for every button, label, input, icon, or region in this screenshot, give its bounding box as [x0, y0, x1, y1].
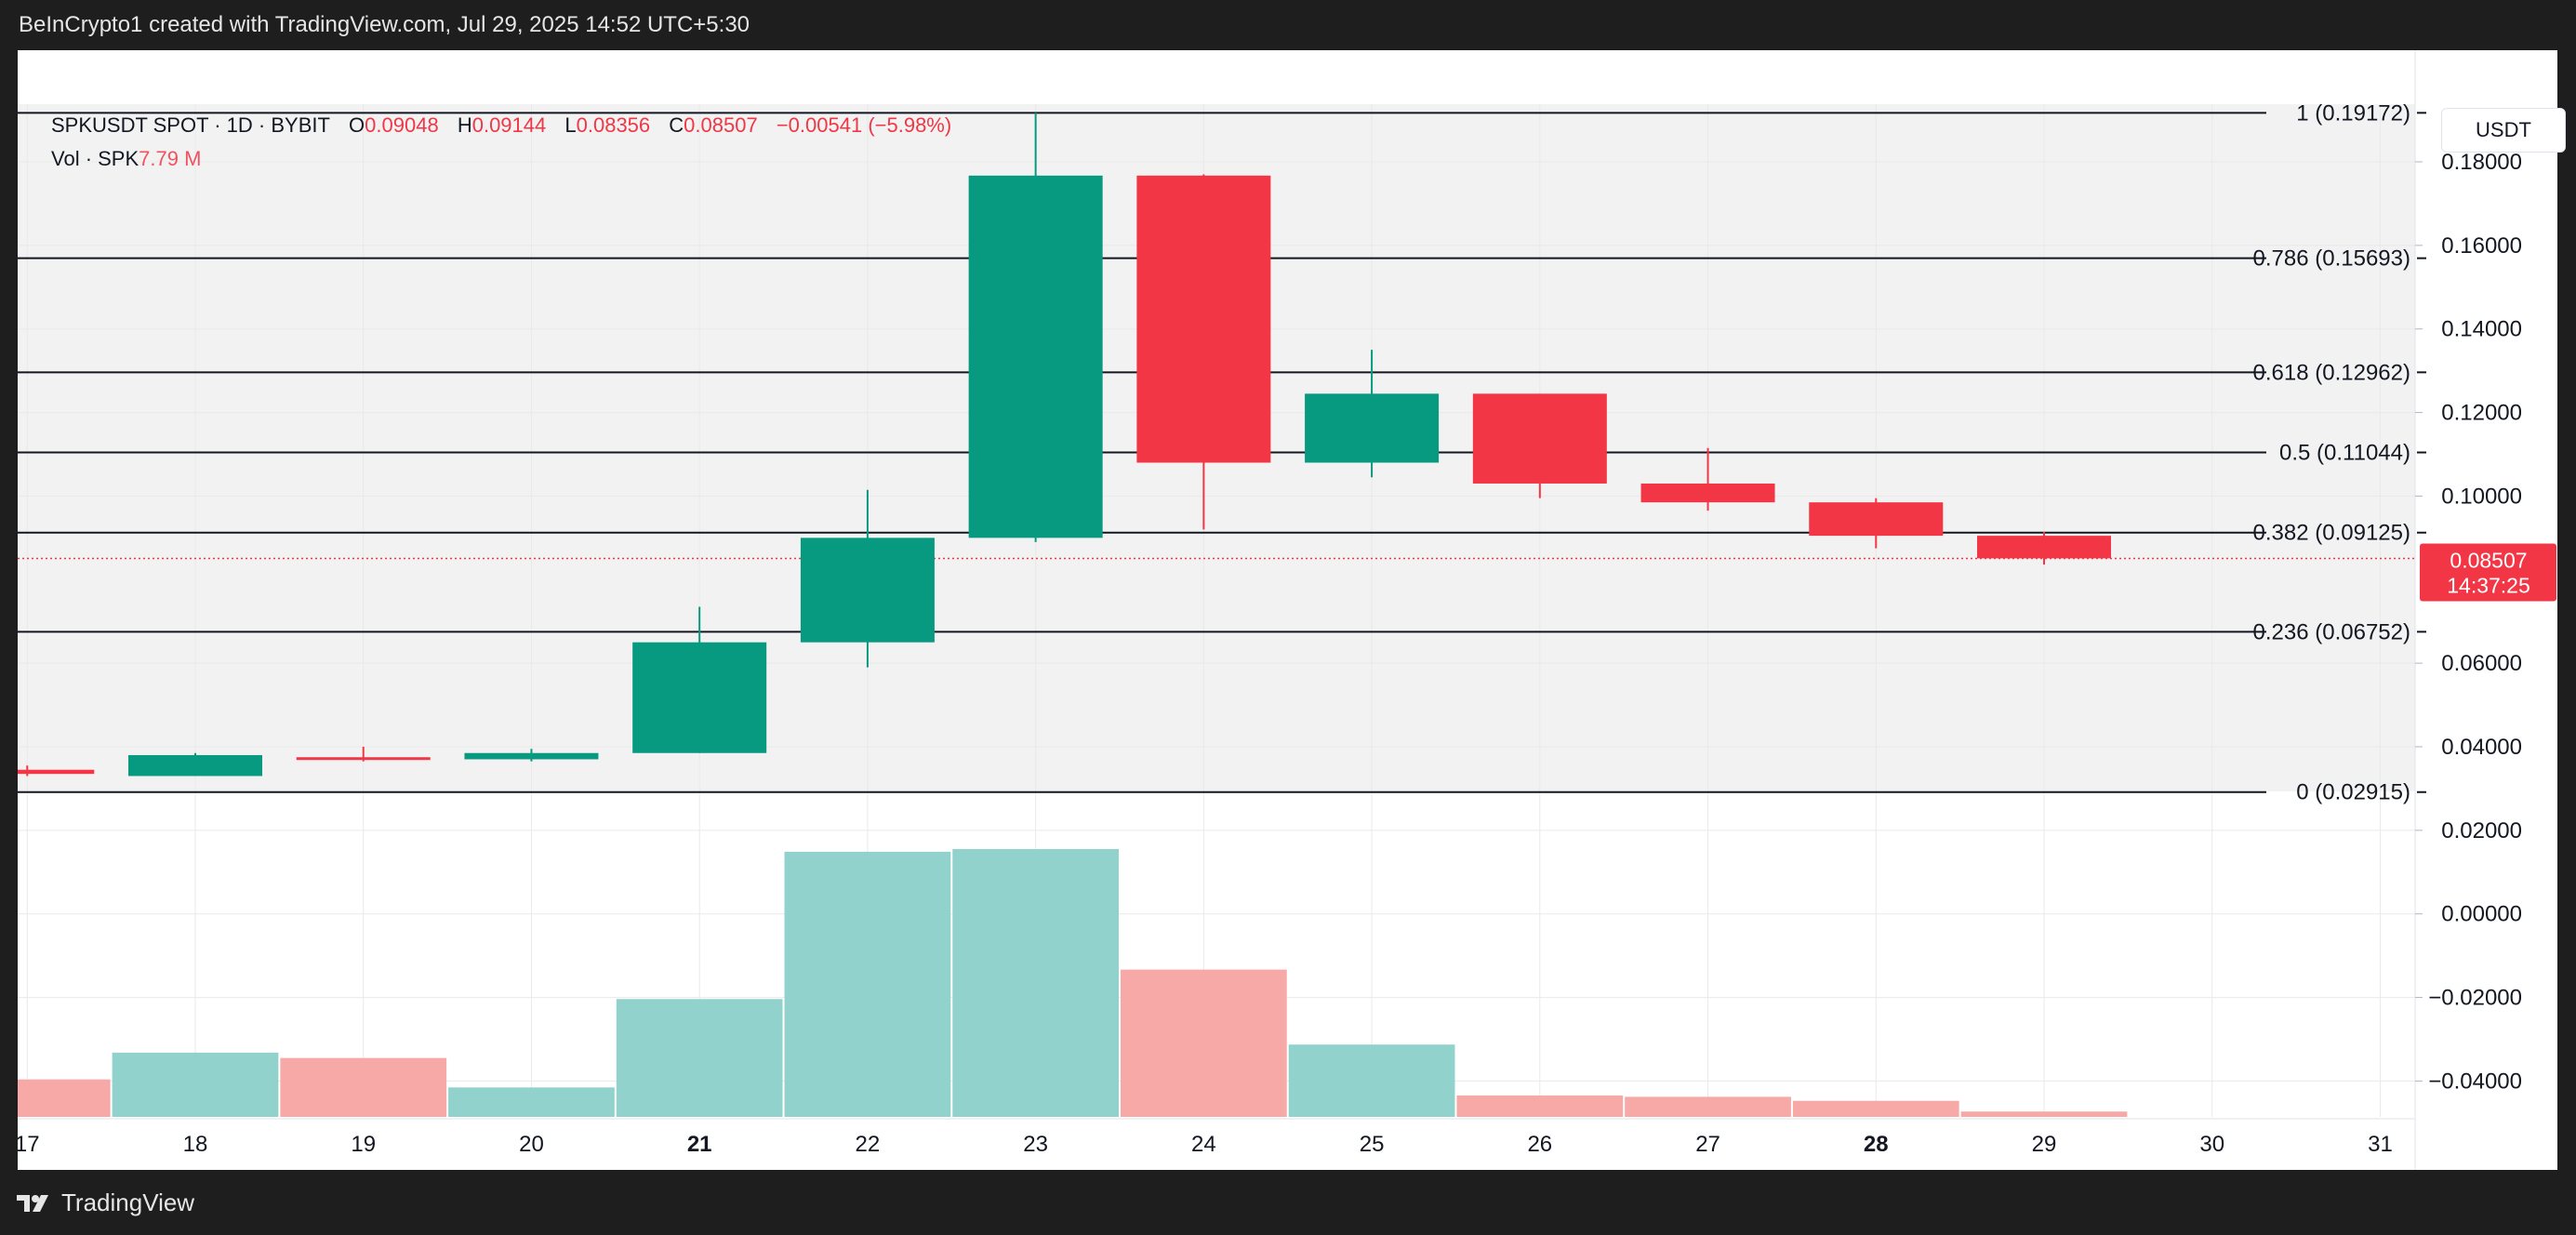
price-axis-label: 0.02000: [2441, 818, 2522, 843]
volume-value: 7.79 M: [139, 147, 202, 170]
close-value: 0.08507: [684, 113, 758, 137]
candle-body[interactable]: [1977, 536, 2111, 559]
high-label: H: [457, 113, 472, 137]
fib-level-label: 0.618 (0.12962): [2253, 360, 2410, 385]
attribution-text: BeInCrypto1 created with TradingView.com…: [19, 12, 750, 37]
time-axis-label: 22: [856, 1132, 881, 1157]
price-axis-label: −0.04000: [2428, 1069, 2522, 1094]
volume-bar: [616, 999, 783, 1117]
time-axis-label: 19: [351, 1132, 376, 1157]
close-label: C: [669, 113, 684, 137]
change-value: −0.00541 (−5.98%): [776, 113, 952, 137]
price-axis-label: 0.00000: [2441, 902, 2522, 927]
chart-area[interactable]: 1 (0.19172) 0.786 (0.15693) 0.618 (0.12962…: [18, 50, 2566, 1170]
candle-body[interactable]: [464, 752, 599, 760]
time-axis-label: 23: [1023, 1132, 1048, 1157]
volume-bar: [1960, 1111, 2128, 1117]
volume-bar: [1288, 1044, 1455, 1117]
volume-bar: [280, 1057, 447, 1117]
fib-level-label: 0.236 (0.06752): [2253, 619, 2410, 644]
volume-bar: [448, 1087, 615, 1117]
time-axis-label: 17: [18, 1132, 40, 1157]
time-axis-label: 25: [1360, 1132, 1385, 1157]
candle-countdown: 14:37:25: [2447, 574, 2530, 598]
tradingview-logo-text: TradingView: [61, 1189, 195, 1216]
time-axis-label: 27: [1695, 1132, 1720, 1157]
price-axis-label: 0.04000: [2441, 735, 2522, 760]
fib-level-label: 0 (0.02915): [2296, 780, 2410, 805]
ohlc-legend: SPKUSDT SPOT · 1D · BYBIT O0.09048 H0.09…: [51, 113, 951, 138]
volume-label[interactable]: Vol · SPK: [51, 147, 139, 170]
price-chart-svg[interactable]: 1 (0.19172) 0.786 (0.15693) 0.618 (0.12962…: [18, 50, 2557, 1170]
candle-body[interactable]: [632, 642, 767, 753]
time-axis-label: 24: [1191, 1132, 1216, 1157]
symbol-label[interactable]: SPKUSDT SPOT · 1D · BYBIT: [51, 113, 330, 137]
candle-body[interactable]: [968, 175, 1103, 538]
candle-body[interactable]: [128, 754, 262, 777]
candle-body[interactable]: [18, 769, 95, 775]
candle-body[interactable]: [1640, 483, 1775, 503]
time-axis-label: 29: [2032, 1132, 2057, 1157]
candle-body[interactable]: [1809, 502, 1944, 537]
volume-bar: [112, 1052, 279, 1117]
volume-bar: [1456, 1095, 1624, 1117]
price-axis-label: 0.18000: [2441, 150, 2522, 175]
time-axis-label: 18: [183, 1132, 208, 1157]
candle-body[interactable]: [1136, 175, 1271, 463]
footer-bar: TradingView: [0, 1170, 2576, 1235]
time-axis-label: 20: [519, 1132, 544, 1157]
low-label: L: [564, 113, 577, 137]
last-price-badge: [2420, 543, 2556, 602]
volume-bar: [784, 851, 951, 1117]
tradingview-logo-icon: [17, 1194, 48, 1212]
candle-body[interactable]: [1305, 393, 1440, 463]
volume-legend: Vol · SPK7.79 M: [51, 147, 201, 171]
time-axis-label: 21: [687, 1132, 712, 1157]
price-axis-label: 0.16000: [2441, 233, 2522, 259]
currency-unit-button[interactable]: USDT: [2441, 108, 2566, 153]
fib-level-label: 0.382 (0.09125): [2253, 521, 2410, 546]
candle-body[interactable]: [296, 757, 431, 761]
volume-bar: [1792, 1100, 1959, 1117]
candle-body[interactable]: [1472, 393, 1607, 484]
open-value: 0.09048: [365, 113, 439, 137]
candle-body[interactable]: [800, 538, 935, 643]
price-axis-label: 0.14000: [2441, 317, 2522, 342]
price-axis-label: 0.06000: [2441, 651, 2522, 676]
volume-bar: [1121, 969, 1287, 1117]
price-axis-label: 0.10000: [2441, 484, 2522, 509]
fib-level-label: 1 (0.19172): [2296, 100, 2410, 126]
attribution-bar: BeInCrypto1 created with TradingView.com…: [0, 0, 2576, 50]
last-price-badge-value: 0.08507: [2450, 549, 2527, 573]
volume-bar: [952, 849, 1119, 1117]
currency-unit-label: USDT: [2476, 118, 2531, 141]
open-label: O: [349, 113, 365, 137]
price-axis-label: 0.12000: [2441, 401, 2522, 426]
volume-bar: [18, 1079, 111, 1117]
volume-bar: [1625, 1096, 1791, 1117]
time-axis-label: 28: [1864, 1132, 1889, 1157]
fib-level-label: 0.5 (0.11044): [2279, 441, 2410, 466]
low-value: 0.08356: [576, 113, 651, 137]
price-axis-label: −0.02000: [2428, 986, 2522, 1011]
time-axis-label: 31: [2368, 1132, 2393, 1157]
tradingview-logo[interactable]: TradingView: [17, 1189, 194, 1217]
high-value: 0.09144: [471, 113, 547, 137]
fib-level-label: 0.786 (0.15693): [2253, 246, 2410, 272]
time-axis-label: 30: [2199, 1132, 2224, 1157]
time-axis-label: 26: [1527, 1132, 1552, 1157]
